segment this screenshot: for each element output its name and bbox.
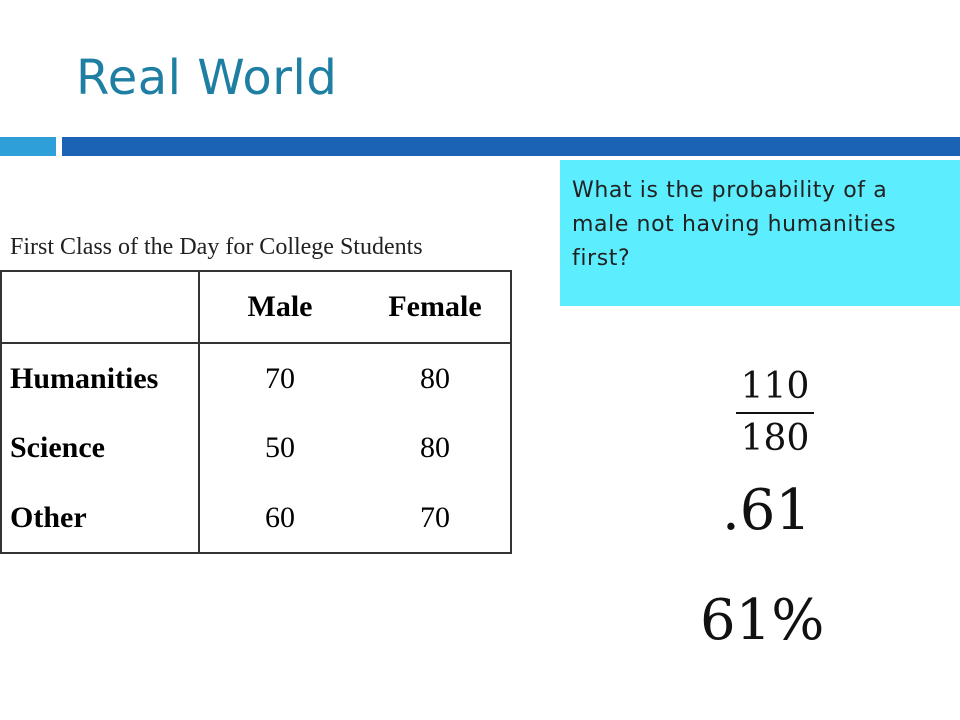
fraction-denominator: 180 [740, 418, 810, 459]
row-label: Humanities [1, 343, 200, 413]
cell-male: 50 [265, 431, 295, 464]
fraction-numerator: 110 [740, 366, 810, 407]
row-label: Other [1, 483, 200, 553]
table-row: Science 50 80 [1, 413, 511, 483]
cell-male: 70 [265, 361, 295, 395]
header-cell-male: Male [199, 271, 360, 344]
cell-male: 60 [265, 500, 295, 534]
answer-percent: 61% [700, 588, 825, 653]
header-cell-female: Female [360, 271, 511, 344]
cell-female: 70 [420, 500, 450, 534]
question-callout: What is the probability of a male not ha… [560, 160, 960, 306]
cell-female: 80 [420, 361, 450, 395]
answer-fraction: 110 180 [730, 366, 820, 460]
cell-female: 80 [420, 431, 450, 464]
header-cell-empty [1, 271, 200, 344]
table-row: Other 60 70 [1, 483, 511, 553]
table-row: Humanities 70 80 [1, 343, 511, 413]
data-table: Male Female Humanities 70 80 Science 50 … [0, 270, 512, 554]
table-header-row: Male Female [1, 271, 511, 344]
answer-decimal: .61 [722, 478, 812, 543]
row-label: Science [1, 413, 200, 483]
accent-bar-small [0, 137, 56, 156]
fraction-bar [736, 412, 814, 414]
accent-bar-large [62, 137, 960, 156]
slide-title: Real World [76, 50, 338, 106]
table-caption: First Class of the Day for College Stude… [10, 234, 423, 260]
